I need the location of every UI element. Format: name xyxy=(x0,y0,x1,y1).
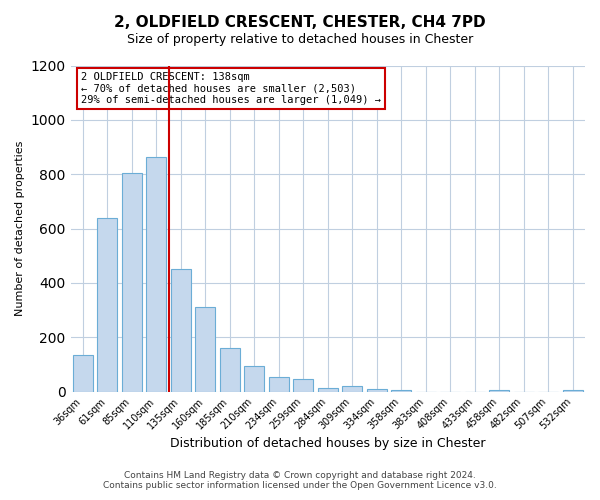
Bar xyxy=(171,270,191,392)
Bar xyxy=(97,218,117,392)
Text: 2, OLDFIELD CRESCENT, CHESTER, CH4 7PD: 2, OLDFIELD CRESCENT, CHESTER, CH4 7PD xyxy=(114,15,486,30)
X-axis label: Distribution of detached houses by size in Chester: Distribution of detached houses by size … xyxy=(170,437,485,450)
Text: 2 OLDFIELD CRESCENT: 138sqm
← 70% of detached houses are smaller (2,503)
29% of : 2 OLDFIELD CRESCENT: 138sqm ← 70% of det… xyxy=(81,72,381,105)
Bar xyxy=(391,390,411,392)
Bar xyxy=(122,173,142,392)
Y-axis label: Number of detached properties: Number of detached properties xyxy=(15,141,25,316)
Text: Contains HM Land Registry data © Crown copyright and database right 2024.
Contai: Contains HM Land Registry data © Crown c… xyxy=(103,470,497,490)
Bar xyxy=(220,348,239,392)
Bar xyxy=(146,156,166,392)
Bar xyxy=(367,390,386,392)
Text: Size of property relative to detached houses in Chester: Size of property relative to detached ho… xyxy=(127,32,473,46)
Bar xyxy=(196,308,215,392)
Bar xyxy=(318,388,338,392)
Bar xyxy=(490,390,509,392)
Bar xyxy=(269,376,289,392)
Bar xyxy=(73,355,92,392)
Bar xyxy=(244,366,264,392)
Bar xyxy=(563,390,583,392)
Bar xyxy=(343,386,362,392)
Bar xyxy=(293,380,313,392)
